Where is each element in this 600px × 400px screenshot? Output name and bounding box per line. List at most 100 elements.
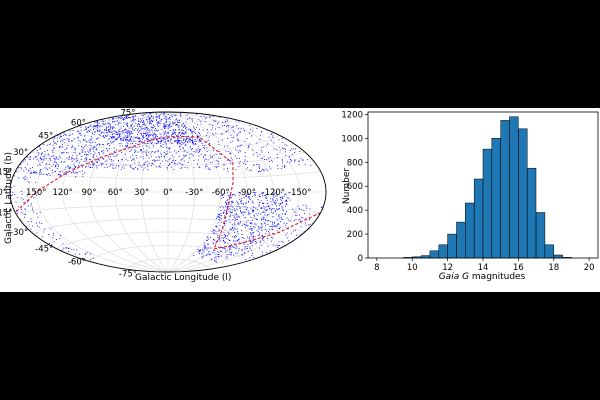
- sky-point: [217, 157, 219, 159]
- sky-point: [268, 208, 270, 210]
- sky-point: [161, 145, 162, 147]
- sky-point: [270, 201, 272, 203]
- sky-point: [107, 142, 109, 144]
- sky-point: [293, 230, 294, 232]
- sky-point: [265, 219, 266, 221]
- sky-point: [257, 155, 258, 157]
- sky-point: [166, 168, 168, 170]
- sky-point: [196, 141, 198, 142]
- sky-point: [260, 147, 262, 149]
- sky-point: [287, 228, 289, 230]
- sky-point: [298, 219, 300, 221]
- sky-point: [111, 136, 113, 138]
- sky-point: [205, 163, 207, 165]
- sky-point: [146, 116, 148, 118]
- histogram-y-tick-label: 1000: [341, 134, 363, 144]
- sky-point: [255, 219, 257, 221]
- sky-point: [151, 142, 153, 144]
- sky-point: [252, 209, 253, 211]
- sky-point: [164, 123, 165, 125]
- sky-point: [227, 126, 229, 128]
- sky-point: [242, 254, 243, 256]
- sky-point: [93, 127, 95, 129]
- sky-point: [51, 150, 53, 152]
- sky-point: [261, 169, 262, 171]
- sky-point: [159, 137, 161, 139]
- sky-point: [230, 127, 232, 129]
- sky-point: [278, 214, 279, 216]
- sky-point: [65, 171, 67, 173]
- sky-point: [30, 218, 32, 220]
- sky-point: [118, 132, 120, 134]
- sky-point: [72, 130, 74, 131]
- sky-point: [160, 134, 162, 136]
- sky-point: [198, 138, 200, 140]
- sky-lon-tick-label: 90°: [81, 188, 96, 198]
- sky-point: [171, 116, 173, 117]
- histogram-x-tick-label: 10: [407, 263, 418, 273]
- sky-point: [26, 201, 28, 203]
- sky-grid-meridian: [141, 111, 169, 273]
- sky-point: [242, 249, 243, 251]
- sky-point: [263, 155, 265, 157]
- sky-point: [20, 167, 22, 169]
- sky-point: [220, 217, 222, 219]
- sky-point: [180, 159, 182, 161]
- sky-point: [204, 245, 206, 247]
- sky-point: [165, 153, 166, 155]
- sky-point: [46, 173, 47, 175]
- sky-point: [178, 126, 180, 128]
- sky-point: [259, 242, 261, 244]
- sky-point: [56, 167, 58, 169]
- sky-point: [80, 134, 82, 136]
- sky-point: [59, 157, 61, 158]
- sky-point: [217, 216, 219, 218]
- sky-point: [213, 250, 215, 252]
- sky-point: [235, 155, 237, 157]
- sky-point: [232, 214, 234, 216]
- sky-point: [227, 145, 229, 147]
- sky-point: [284, 193, 286, 195]
- sky-point: [227, 158, 229, 160]
- sky-point: [119, 136, 121, 137]
- sky-point: [240, 200, 242, 202]
- sky-point: [185, 141, 186, 143]
- sky-point: [20, 168, 22, 170]
- sky-point: [166, 121, 167, 123]
- sky-point: [151, 115, 152, 117]
- sky-point: [217, 254, 219, 255]
- sky-point: [169, 164, 171, 165]
- sky-point: [282, 198, 283, 199]
- sky-point: [103, 144, 104, 146]
- sky-point: [280, 221, 282, 223]
- sky-point: [96, 138, 98, 140]
- sky-point: [151, 120, 152, 122]
- sky-point: [122, 139, 124, 141]
- sky-point: [169, 148, 170, 150]
- sky-point: [78, 139, 80, 141]
- sky-point: [208, 254, 210, 256]
- sky-point: [146, 132, 148, 134]
- sky-point: [90, 135, 92, 137]
- sky-point: [141, 150, 143, 152]
- sky-point: [142, 156, 144, 158]
- sky-point: [133, 121, 135, 123]
- sky-point: [254, 193, 256, 195]
- sky-point: [220, 250, 221, 252]
- sky-point: [266, 194, 268, 196]
- sky-point: [141, 133, 143, 135]
- sky-point: [225, 121, 226, 123]
- sky-point: [157, 123, 159, 124]
- sky-point: [280, 217, 282, 219]
- sky-point: [228, 233, 230, 235]
- sky-point: [106, 160, 108, 162]
- sky-point: [39, 146, 41, 147]
- sky-point: [108, 126, 109, 128]
- sky-point: [148, 151, 149, 153]
- sky-point: [39, 164, 41, 166]
- sky-point: [226, 199, 228, 201]
- sky-point: [241, 249, 242, 251]
- sky-point: [232, 211, 233, 213]
- sky-point: [172, 122, 174, 124]
- sky-point: [264, 195, 266, 197]
